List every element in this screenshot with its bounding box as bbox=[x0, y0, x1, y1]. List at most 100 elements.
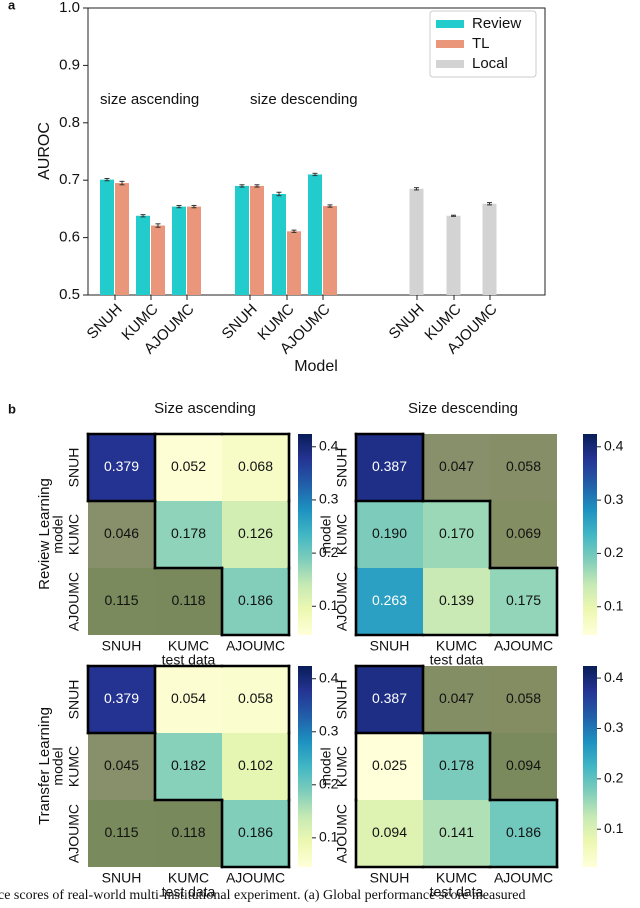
cell-label: 0.115 bbox=[105, 824, 139, 840]
x-tick-label: SNUH bbox=[370, 638, 410, 654]
heatmap-cell bbox=[356, 434, 423, 501]
bar bbox=[323, 206, 337, 295]
cell-label: 0.068 bbox=[238, 458, 273, 474]
y-tick-label: SNUH bbox=[66, 680, 82, 720]
heatmap-cell bbox=[222, 666, 289, 733]
x-tick-label: SNUH bbox=[219, 301, 261, 343]
panel-label: b bbox=[8, 401, 16, 416]
cell-label: 0.175 bbox=[506, 592, 541, 608]
y-tick-label: 0.9 bbox=[59, 56, 80, 73]
y-tick-label: AJOUMC bbox=[66, 572, 82, 631]
y-tick-label: KUMC bbox=[66, 514, 82, 555]
annotation: size ascending bbox=[100, 91, 199, 108]
cell-label: 0.186 bbox=[238, 592, 273, 608]
legend-label: TL bbox=[472, 35, 490, 52]
x-tick-label: KUMC bbox=[168, 870, 209, 886]
y-tick-label: 0.5 bbox=[59, 286, 80, 303]
y-tick-label: 0.7 bbox=[59, 171, 80, 188]
heatmap-cell bbox=[222, 501, 289, 568]
x-axis-label: test data bbox=[430, 884, 484, 900]
heatmap-cell bbox=[356, 800, 423, 867]
heatmap-cell bbox=[222, 568, 289, 635]
heatmap-cell bbox=[222, 800, 289, 867]
colorbar bbox=[583, 666, 597, 867]
heatmap-cell bbox=[356, 501, 423, 568]
legend-label: Local bbox=[472, 55, 508, 72]
panel-label: a bbox=[8, 0, 16, 12]
colorbar-tick-label: 0.3 bbox=[604, 719, 624, 735]
legend-swatch bbox=[436, 40, 464, 48]
x-tick-label: AJOUMC bbox=[494, 638, 553, 654]
bar bbox=[172, 206, 186, 295]
cell-label: 0.058 bbox=[238, 690, 273, 706]
cell-label: 0.045 bbox=[104, 757, 139, 773]
cell-label: 0.178 bbox=[171, 525, 206, 541]
heatmap-cell bbox=[88, 666, 155, 733]
x-tick-label: AJOUMC bbox=[494, 870, 553, 886]
y-tick-label: 0.8 bbox=[59, 114, 80, 131]
dim-overlay bbox=[490, 666, 557, 733]
y-tick-label: AJOUMC bbox=[334, 804, 350, 863]
x-axis-label: test data bbox=[430, 652, 484, 668]
bar bbox=[187, 206, 201, 295]
bar bbox=[151, 225, 165, 295]
legend-swatch bbox=[436, 60, 464, 68]
dim-overlay bbox=[490, 733, 557, 800]
row-title: Transfer Learning bbox=[36, 707, 53, 825]
cell-label: 0.046 bbox=[104, 525, 139, 541]
dim-overlay bbox=[88, 568, 155, 635]
column-title: Size ascending bbox=[154, 400, 256, 417]
cell-label: 0.170 bbox=[439, 525, 474, 541]
y-tick-label: SNUH bbox=[334, 448, 350, 488]
bar bbox=[272, 193, 286, 295]
dim-overlay bbox=[490, 434, 557, 501]
x-tick-label: SNUH bbox=[84, 301, 126, 343]
y-tick-label: AJOUMC bbox=[66, 804, 82, 863]
dim-overlay bbox=[88, 733, 155, 800]
cell-label: 0.058 bbox=[506, 458, 541, 474]
cell-label: 0.126 bbox=[238, 525, 273, 541]
cell-label: 0.094 bbox=[372, 824, 407, 840]
colorbar-tick-label: 0.3 bbox=[319, 722, 339, 738]
colorbar-tick-label: 0.2 bbox=[319, 544, 339, 560]
x-axis-label: Model bbox=[294, 358, 338, 375]
y-axis-label: model bbox=[50, 515, 66, 553]
heatmap-cell bbox=[222, 434, 289, 501]
x-tick-label: SNUH bbox=[102, 638, 142, 654]
cell-label: 0.115 bbox=[105, 592, 139, 608]
heatmap-cell bbox=[423, 733, 490, 800]
heatmap-cell bbox=[155, 666, 222, 733]
colorbar-tick-label: 0.2 bbox=[604, 544, 624, 560]
y-tick-label: KUMC bbox=[334, 746, 350, 787]
colorbar-tick-label: 0.1 bbox=[319, 597, 339, 613]
cell-label: 0.186 bbox=[238, 824, 273, 840]
y-axis-label: AUROC bbox=[36, 122, 53, 180]
heatmap-cell bbox=[356, 733, 423, 800]
y-axis-label: model bbox=[50, 747, 66, 785]
bar bbox=[409, 188, 424, 295]
x-axis-label: test data bbox=[162, 884, 216, 900]
dim-overlay bbox=[88, 800, 155, 867]
colorbar-tick-label: 0.3 bbox=[604, 491, 624, 507]
x-tick-label: SNUH bbox=[386, 301, 428, 343]
x-tick-label: KUMC bbox=[436, 870, 477, 886]
heatmap-cell bbox=[423, 568, 490, 635]
colorbar-tick-label: 0.4 bbox=[319, 437, 339, 453]
colorbar-tick-label: 0.4 bbox=[604, 669, 624, 685]
colorbar-tick-label: 0.4 bbox=[319, 669, 339, 685]
colorbar bbox=[583, 434, 597, 635]
dim-overlay bbox=[423, 434, 490, 501]
colorbar-tick-label: 0.2 bbox=[319, 775, 339, 791]
legend-label: Review bbox=[472, 15, 521, 32]
cell-label: 0.054 bbox=[171, 690, 206, 706]
y-tick-label: KUMC bbox=[334, 514, 350, 555]
heatmap-cell bbox=[88, 434, 155, 501]
x-axis-label: test data bbox=[162, 652, 216, 668]
dim-overlay bbox=[155, 800, 222, 867]
colorbar-tick-label: 0.3 bbox=[319, 491, 339, 507]
cell-label: 0.379 bbox=[104, 690, 139, 706]
bar bbox=[235, 185, 249, 295]
bar bbox=[100, 179, 114, 295]
cell-label: 0.118 bbox=[172, 592, 206, 608]
